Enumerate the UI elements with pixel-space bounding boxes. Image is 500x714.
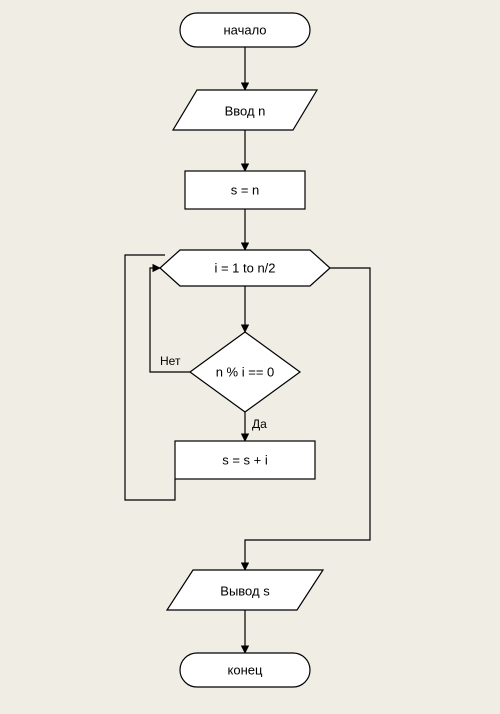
flowchart-canvas: Да Нет начало Ввод n s = n i = 1 to n/2 … — [0, 0, 500, 714]
node-end-label: конец — [228, 662, 263, 677]
node-start-label: начало — [223, 22, 266, 37]
node-input-label: Ввод n — [225, 103, 266, 118]
label-no: Нет — [160, 354, 181, 368]
node-decision-label: n % i == 0 — [216, 364, 275, 379]
node-output-label: Вывод s — [220, 583, 270, 598]
node-assign1-label: s = n — [231, 182, 260, 197]
label-yes: Да — [252, 417, 267, 431]
node-assign2-label: s = s + i — [222, 452, 268, 467]
node-loop-label: i = 1 to n/2 — [214, 260, 275, 275]
